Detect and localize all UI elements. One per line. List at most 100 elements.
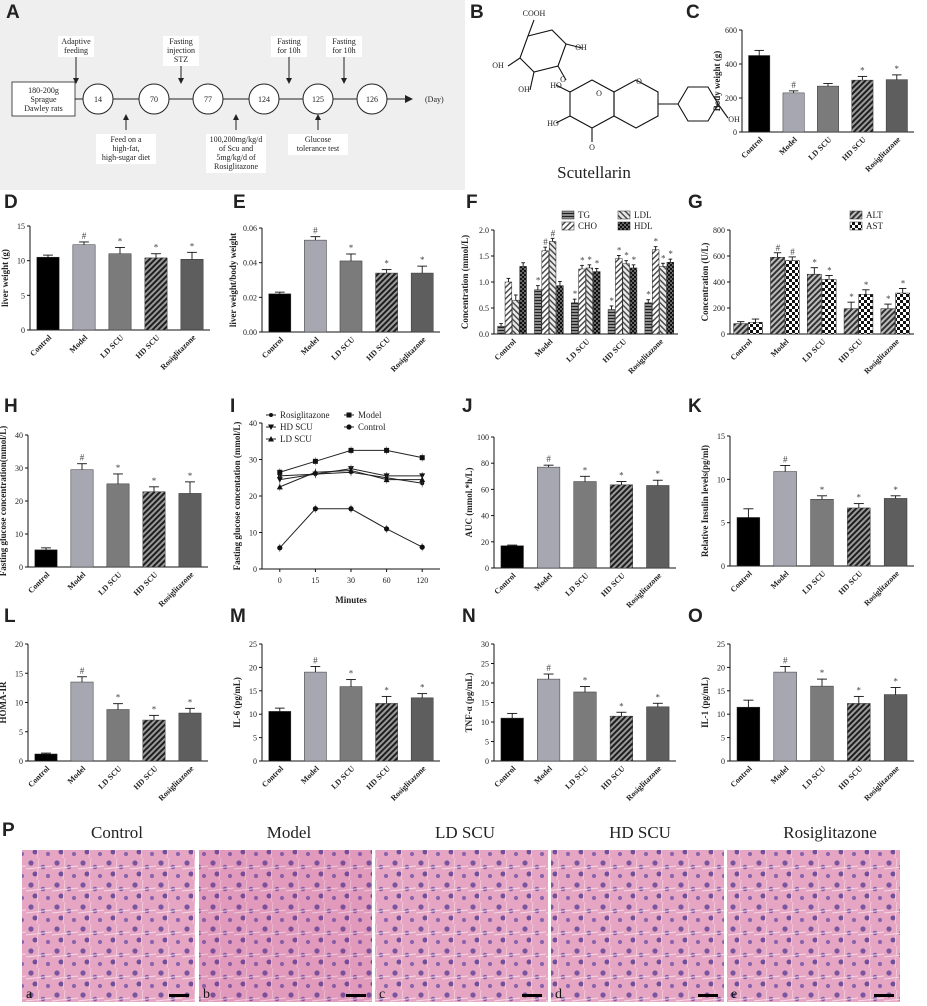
x-tick-label: Control xyxy=(26,764,52,790)
series-line xyxy=(279,508,423,549)
chart-m: 0 5 10 15 20 25 IL-6 (pg/mL) # * * * Control Model LD… xyxy=(232,640,440,803)
histology-sublabel: b xyxy=(203,987,210,1002)
significance-mark: # xyxy=(783,655,788,665)
top-note: Adaptive feeding xyxy=(61,37,91,55)
histology-image xyxy=(22,850,195,1002)
note-box xyxy=(163,36,199,66)
x-tick-label: Rosiglitazone xyxy=(626,337,665,376)
histology-title: Model xyxy=(267,823,312,842)
chart-h: 0 10 20 30 40 Fasting glucose concentration(m… xyxy=(0,426,208,609)
bar xyxy=(885,79,908,133)
y-axis-label: IL-1 (pg/mL) xyxy=(700,677,710,728)
line-point xyxy=(419,476,426,483)
y-tick-label: 0 xyxy=(485,564,489,573)
bar xyxy=(180,259,204,331)
y-tick-label: 20 xyxy=(481,538,489,547)
day-label: 125 xyxy=(312,95,324,104)
bar xyxy=(106,483,130,568)
significance-mark: * xyxy=(895,64,900,74)
y-tick-label: 20 xyxy=(717,663,725,672)
y-tick-label: 25 xyxy=(249,640,257,649)
bar xyxy=(339,260,363,333)
note-box xyxy=(206,134,266,173)
bar xyxy=(573,691,597,762)
bar xyxy=(375,703,398,762)
y-tick-label: 0 xyxy=(19,757,23,766)
y-tick-label: 0 xyxy=(253,565,257,574)
line-point xyxy=(268,436,274,442)
significance-mark: * xyxy=(901,279,906,289)
bar xyxy=(512,299,520,335)
bar xyxy=(817,85,839,133)
histology-sublabel: d xyxy=(555,987,562,1002)
x-tick-label: HD SCU xyxy=(837,569,865,597)
histology-image xyxy=(375,850,548,1002)
panel-letter-j: J xyxy=(462,396,473,417)
line-point xyxy=(312,469,319,475)
line-point xyxy=(384,447,390,453)
panel-letter-i: I xyxy=(230,396,235,417)
legend-swatch xyxy=(849,210,863,220)
bar xyxy=(34,549,58,568)
x-tick-label: Control xyxy=(492,571,518,597)
bar xyxy=(651,249,660,335)
y-tick-label: 0 xyxy=(253,757,257,766)
x-tick-label: Model xyxy=(533,337,555,359)
bar xyxy=(534,289,542,335)
bar xyxy=(736,706,761,762)
x-tick-label: Model xyxy=(66,570,88,592)
scale-bar xyxy=(698,994,718,997)
bar xyxy=(843,308,859,335)
day-label: 14 xyxy=(94,95,102,104)
significance-mark: * xyxy=(857,493,862,503)
bar xyxy=(773,671,797,762)
line-point xyxy=(276,477,283,483)
bar xyxy=(807,273,822,335)
y-axis-label: liver weight/body weight xyxy=(228,233,238,327)
panel-letter-c: C xyxy=(686,2,700,23)
chart-l: 0 5 10 15 20 HOMA-IR # * * * Control Model LD SCU HD … xyxy=(0,640,208,803)
x-tick-label: Control xyxy=(493,337,519,363)
y-tick-label: 60 xyxy=(481,485,489,494)
y-tick-label: 600 xyxy=(713,252,725,261)
y-tick-label: 40 xyxy=(481,512,489,521)
bar xyxy=(578,268,586,335)
bar xyxy=(622,263,630,335)
chart-i: 0 10 20 30 40 Fasting glucose concentation (m… xyxy=(232,410,440,605)
top-note: Fasting for 10h xyxy=(332,37,356,55)
y-tick-label: 15 xyxy=(249,687,257,696)
significance-mark: * xyxy=(573,289,578,299)
x-tick-label: Model xyxy=(769,337,791,359)
note-box xyxy=(271,36,307,57)
significance-mark: * xyxy=(188,471,193,481)
bottom-note: Glucose tolerance test xyxy=(297,135,340,153)
y-tick-label: 10 xyxy=(15,699,23,708)
bar xyxy=(847,507,871,567)
legend-swatch xyxy=(561,210,575,220)
y-axis-label: Relative Insulin levels(pg/ml) xyxy=(700,445,710,557)
atom-label: HO xyxy=(547,119,559,128)
legend-label: HDL xyxy=(634,221,653,231)
bar xyxy=(883,694,908,762)
y-tick-label: 5 xyxy=(721,519,725,528)
x-tick-label: 60 xyxy=(383,576,391,585)
x-tick-label: HD SCU xyxy=(132,764,160,792)
bar xyxy=(644,302,652,335)
significance-mark: # xyxy=(546,663,551,673)
chart-e: 0.00 0.02 0.04 0.06 liver weight/body weight… xyxy=(228,224,440,374)
bar xyxy=(880,308,896,335)
day-label: 70 xyxy=(150,95,158,104)
x-tick-label: LD SCU xyxy=(96,570,123,597)
significance-mark: * xyxy=(116,693,121,703)
line-point xyxy=(269,413,273,417)
significance-mark: # xyxy=(313,655,318,665)
significance-mark: * xyxy=(661,253,666,263)
legend-label: HD SCU xyxy=(280,422,313,432)
bar xyxy=(504,281,513,335)
significance-mark: * xyxy=(820,485,825,495)
x-tick-label: LD SCU xyxy=(329,335,356,362)
chart-o: 0 5 10 15 20 25 IL-1 (pg/mL) # * * * Control Model LD… xyxy=(700,640,914,803)
line-point xyxy=(419,544,425,550)
